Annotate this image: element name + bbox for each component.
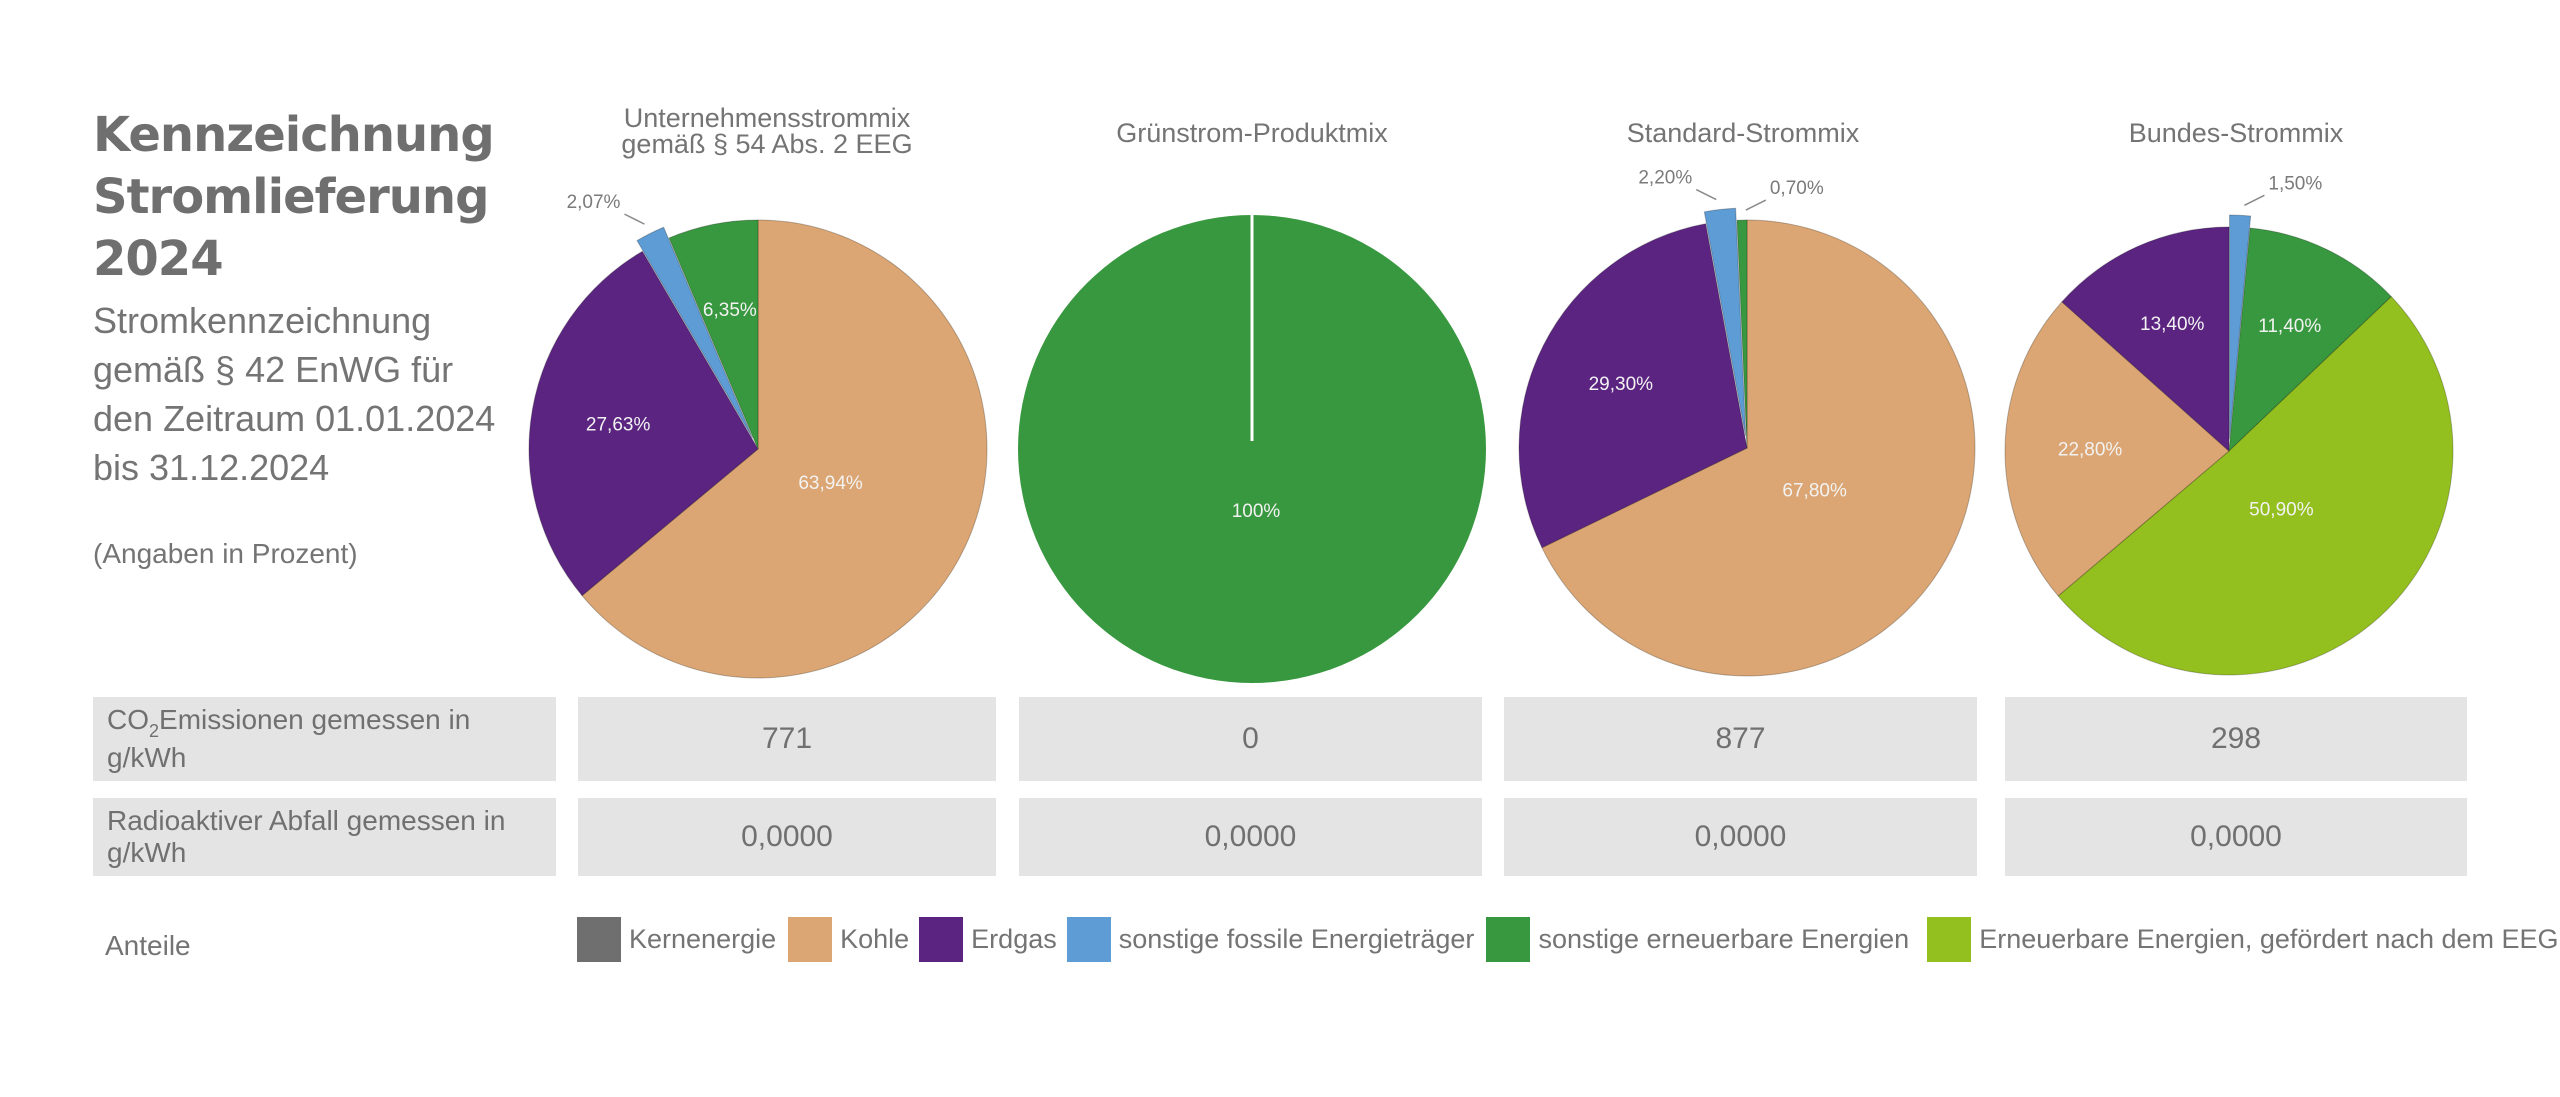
legend-label: Erneuerbare Energien, gefördert nach dem…: [1979, 924, 2559, 954]
pie-slice-label: 6,35%: [703, 300, 757, 321]
pie-title-line: gemäß § 54 Abs. 2 EEG: [621, 129, 913, 159]
pie-slice-label: 13,40%: [2140, 314, 2205, 335]
headline-line-2: Stromlieferung: [93, 169, 489, 225]
pie-title-bundes: Bundes-Strommix: [2128, 118, 2344, 148]
pie-slice-kohle: [581, 219, 988, 679]
legend-swatch: [1486, 917, 1531, 962]
pie-slice-label: 100%: [1232, 501, 1281, 522]
pie-title-line: Unternehmensstrommix: [623, 103, 911, 133]
pie-chart-1: 100%: [1018, 215, 1486, 683]
page-headline: Kennzeichnung Stromlieferung 2024: [93, 104, 513, 290]
pie-slice-label: 50,90%: [2249, 499, 2314, 520]
pie-slice-fossil: [1703, 207, 1747, 437]
legend-swatch: [1927, 917, 1972, 962]
pie-title-standard: Standard-Strommix: [1626, 118, 1860, 148]
legend: Kernenergie Kohle Erdgas sonstige fossile E…: [577, 917, 2559, 962]
legend-item-fossil: sonstige fossile Energieträger: [1066, 917, 1475, 962]
pie-slice-label: 67,80%: [1782, 480, 1847, 501]
pie-leader-line: [1695, 188, 1717, 201]
pie-title-unternehmensstrommix: Unternehmensstrommix gemäß § 54 Abs. 2 E…: [557, 103, 977, 159]
pie-slice-eeg: [2057, 295, 2454, 676]
pie-slice-erdgas: [1518, 223, 1748, 549]
pie-chart-2: 67,80% 29,30% 2,20% 0,70%: [1518, 168, 1976, 677]
pie-slice-erneuerbar: [1736, 219, 1748, 449]
pie-slice-label: 11,40%: [2258, 316, 2321, 337]
unit-note: (Angaben in Prozent): [93, 538, 358, 569]
pie-slice-erdgas: [2061, 226, 2230, 453]
pie-charts: 63,94% 27,63% 6,35% 2,07% 100% 67,80% 29,30% 2,…: [528, 168, 2454, 683]
pie-slice-erneuerbar: [2228, 227, 2393, 453]
waste-value-standard: 0,0000: [1504, 798, 1977, 876]
pie-slice-fossil: [2229, 214, 2252, 440]
co2-value-gruenstrom: 0: [1019, 697, 1482, 781]
pie-slice-label-outside: 2,07%: [567, 192, 621, 213]
waste-value-gruenstrom: 0,0000: [1019, 798, 1482, 876]
pie-slice-label: 29,30%: [1589, 374, 1654, 395]
pie-slice-erneuerbar: [1018, 215, 1486, 683]
legend-swatch: [919, 917, 964, 962]
pie-slice-fossil: [636, 226, 754, 439]
legend-item-erdgas: Erdgas: [919, 917, 1057, 962]
pie-leader-line: [2244, 194, 2265, 206]
legend-title: Anteile: [105, 930, 191, 961]
legend-item-erneuerbar: sonstige erneuerbare Energien: [1486, 917, 1909, 962]
co2-value-bundes: 298: [2005, 697, 2467, 781]
legend-item-kern: Kernenergie: [577, 917, 776, 962]
pie-slice-label-outside: 1,50%: [2268, 173, 2322, 194]
pie-slice-label-outside: 2,20%: [1638, 168, 1692, 189]
row-label-radioactive: Radioaktiver Abfall gemessen in g/kWh: [93, 798, 556, 876]
legend-swatch: [788, 917, 833, 962]
pie-slice-kohle: [1541, 219, 1976, 677]
legend-swatch: [1066, 917, 1111, 962]
legend-label: Erdgas: [971, 924, 1057, 954]
pie-leader-line: [1745, 199, 1767, 211]
pie-slice-label: 63,94%: [798, 473, 863, 494]
headline-line-3: 2024: [93, 231, 224, 287]
co2-value-standard: 877: [1504, 697, 1977, 781]
waste-value-bundes: 0,0000: [2005, 798, 2467, 876]
row-label-co2: CO2Emissionen gemessen in g/kWh: [93, 697, 556, 781]
pie-slice-label: 22,80%: [2058, 439, 2123, 460]
pie-slice-erneuerbar: [668, 219, 759, 450]
pie-chart-0: 63,94% 27,63% 6,35% 2,07%: [528, 192, 988, 679]
legend-label: Kohle: [840, 924, 910, 954]
legend-label: Kernenergie: [629, 924, 777, 954]
pie-slice-erdgas: [528, 250, 759, 597]
pie-title-gruenstrom: Grünstrom-Produktmix: [1116, 118, 1388, 148]
co2-label: CO2Emissionen gemessen in g/kWh: [107, 704, 471, 773]
legend-label: sonstige erneuerbare Energien: [1538, 924, 1910, 954]
waste-value-unternehmensstrommix: 0,0000: [578, 798, 996, 876]
pie-slice-label-outside: 0,70%: [1770, 178, 1824, 199]
headline-line-1: Kennzeichnung: [93, 107, 495, 163]
page-subtitle: Stromkennzeichnung gemäß § 42 EnWG für d…: [93, 300, 496, 488]
pie-slice-label: 27,63%: [586, 414, 651, 435]
co2-value-unternehmensstrommix: 771: [578, 697, 996, 781]
radioactive-label: Radioaktiver Abfall gemessen in g/kWh: [107, 805, 506, 868]
legend-label: sonstige fossile Energieträger: [1118, 924, 1475, 954]
legend-item-kohle: Kohle: [788, 917, 909, 962]
pie-slice-kohle: [2004, 301, 2230, 597]
pie-leader-line: [624, 213, 645, 225]
pie-chart-3: 11,40% 50,90% 22,80% 13,40% 1,50%: [2004, 173, 2454, 676]
legend-swatch: [577, 917, 621, 962]
legend-item-eeg: Erneuerbare Energien, gefördert nach dem…: [1927, 917, 2559, 962]
